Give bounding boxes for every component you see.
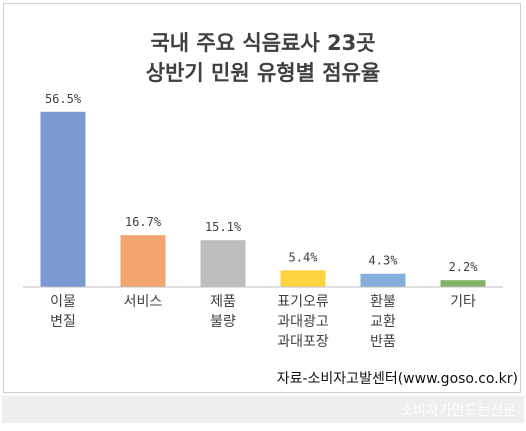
category-label-1-line-1: 이물 [50, 294, 76, 310]
chart-title-line-1: 국내 주요 식음료사 23곳 [150, 31, 376, 55]
chart-title: 국내 주요 식음료사 23곳 상반기 민원 유형별 점유율 [0, 28, 526, 88]
bar-3 [200, 240, 246, 287]
value-label-6: 2.2% [449, 260, 479, 274]
category-label-2-line-1: 서비스 [124, 294, 163, 310]
value-label-1: 56.5% [45, 92, 82, 106]
category-label-5-line-3: 반품 [370, 334, 396, 350]
bar-6 [440, 280, 486, 287]
bar-4 [280, 270, 326, 287]
value-label-5: 4.3% [369, 254, 399, 268]
bar-5 [360, 273, 406, 287]
category-label-1-line-2: 변질 [50, 314, 76, 330]
category-label-5-line-1: 환불 [370, 294, 396, 310]
bar-1 [40, 111, 86, 287]
category-label-4-line-2: 과대광고 [277, 314, 329, 330]
bars-layer [40, 111, 486, 287]
bar-2 [120, 235, 166, 287]
category-label-4-line-3: 과대포장 [277, 334, 329, 350]
footer-bar [2, 396, 524, 423]
source-credit: 자료-소비자고발센터(www.goso.co.kr) [276, 371, 518, 387]
publisher-watermark: 소비자가만드는신문 [400, 403, 516, 419]
category-label-4-line-1: 표기오류 [277, 294, 329, 310]
chart-frame [3, 3, 521, 393]
category-label-3-line-1: 제품 [210, 294, 236, 310]
value-label-3: 15.1% [205, 220, 242, 234]
category-label-5-line-2: 교환 [370, 314, 396, 330]
category-label-3-line-2: 불량 [210, 314, 236, 330]
chart-title-line-2: 상반기 민원 유형별 점유율 [145, 61, 381, 85]
value-label-2: 16.7% [125, 215, 162, 229]
value-label-4: 5.4% [289, 250, 319, 264]
category-label-6-line-1: 기타 [450, 294, 476, 310]
